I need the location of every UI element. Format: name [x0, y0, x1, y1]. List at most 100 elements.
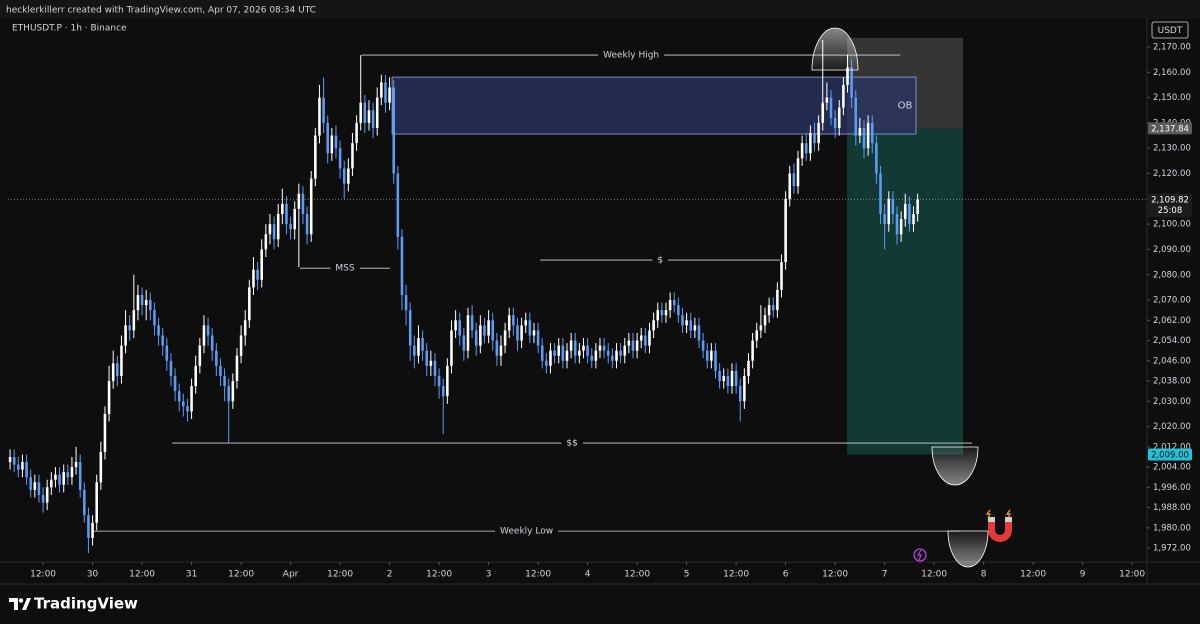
candle-body	[594, 350, 598, 361]
candle-body	[248, 287, 251, 321]
candle-body	[499, 345, 503, 356]
candle-body	[140, 294, 144, 306]
candle-body	[252, 269, 255, 288]
candle-body	[611, 355, 614, 361]
candle-body	[396, 173, 400, 237]
candle-body	[17, 464, 20, 470]
y-tick-label: 2,170.00	[1153, 42, 1191, 52]
y-tick-label: 2,150.00	[1153, 93, 1191, 103]
y-tick-label: 2,054.00	[1153, 336, 1191, 346]
candle-body	[45, 487, 49, 503]
brand: TradingView	[34, 595, 138, 613]
x-tick-label: 12:00	[1020, 570, 1046, 580]
candle-body	[454, 320, 457, 331]
candle-body	[689, 320, 693, 331]
candle-body	[528, 320, 532, 336]
x-tick-label: 12:00	[426, 570, 452, 580]
order-block-label: OB	[898, 101, 913, 112]
candle-body	[697, 325, 701, 341]
x-tick-label: 8	[981, 570, 987, 580]
candle-body	[540, 345, 544, 361]
candle-body	[664, 310, 668, 316]
candle-body	[833, 117, 837, 128]
candle-body	[821, 102, 825, 123]
candle-body	[895, 214, 899, 235]
candle-body	[223, 375, 226, 387]
candle-body	[598, 345, 602, 351]
candle-body	[25, 462, 28, 478]
candle-body	[392, 87, 395, 174]
candle-body	[813, 133, 816, 144]
candle-body	[276, 214, 280, 240]
candle-body	[862, 127, 866, 149]
candle-body	[153, 310, 156, 326]
candle-body	[602, 345, 606, 351]
candle-body	[796, 158, 800, 187]
candle-body	[132, 310, 136, 331]
candle-body	[161, 335, 164, 346]
candle-body	[908, 203, 911, 225]
candle-body	[763, 315, 767, 326]
candle-body	[243, 320, 247, 336]
candle-body	[301, 193, 305, 215]
candle-body	[210, 335, 214, 351]
candle-body	[747, 360, 750, 376]
y-tick-label: 2,012.00	[1153, 442, 1191, 452]
alert-icon[interactable]	[913, 548, 927, 562]
candle-body	[33, 482, 37, 490]
candle-body	[549, 350, 552, 366]
x-tick-label: 12:00	[129, 570, 155, 580]
currency-box[interactable]	[1151, 21, 1189, 39]
candle-body	[635, 340, 639, 351]
y-tick-label: 2,120.00	[1153, 169, 1191, 179]
candle-body	[136, 294, 140, 311]
candle-body	[545, 360, 548, 366]
candle-body	[62, 472, 65, 485]
candle-body	[718, 370, 721, 382]
candle-body	[466, 315, 470, 351]
candle-body	[78, 462, 82, 490]
price-tag	[1148, 448, 1192, 461]
candle-body	[780, 262, 783, 290]
candle-body	[264, 234, 268, 250]
candle-body	[804, 143, 808, 154]
candle-body	[235, 355, 239, 382]
candle-body	[186, 406, 189, 412]
candle-body	[58, 474, 61, 485]
candle-body	[347, 168, 350, 184]
candle-body	[916, 199, 919, 215]
y-tick-label: 2,080.00	[1153, 270, 1191, 280]
highlight-dome	[811, 27, 859, 71]
x-tick-label: 9	[1080, 570, 1086, 580]
price-tag-label: 2,109.82	[1151, 195, 1189, 205]
candle-body	[182, 401, 185, 407]
candle-body	[536, 330, 540, 346]
candle-body	[590, 355, 594, 361]
x-tick-label: 12:00	[228, 570, 254, 580]
candle-body	[553, 350, 556, 356]
candle-body	[788, 173, 792, 199]
candle-body	[413, 345, 416, 356]
x-tick-label: 31	[186, 570, 197, 580]
candle-body	[37, 482, 41, 495]
candle-body	[875, 143, 878, 174]
candle-body	[837, 107, 841, 128]
candle-body	[194, 365, 197, 387]
candle-body	[507, 315, 511, 331]
x-tick-label: 3	[486, 570, 492, 580]
candle-body	[388, 87, 391, 103]
candle-body	[111, 363, 115, 382]
candle-body	[177, 391, 181, 402]
x-tick-label: 12:00	[30, 570, 56, 580]
candle-body	[268, 224, 272, 235]
candle-body	[421, 338, 424, 351]
y-tick-label: 2,038.00	[1153, 377, 1191, 387]
x-tick-label: Apr	[283, 570, 299, 580]
candle-body	[730, 370, 734, 387]
candle-body	[74, 462, 78, 468]
candle-body	[858, 127, 862, 136]
brand-logo	[9, 598, 31, 610]
candle-body	[516, 325, 519, 341]
candle-body	[912, 214, 915, 225]
